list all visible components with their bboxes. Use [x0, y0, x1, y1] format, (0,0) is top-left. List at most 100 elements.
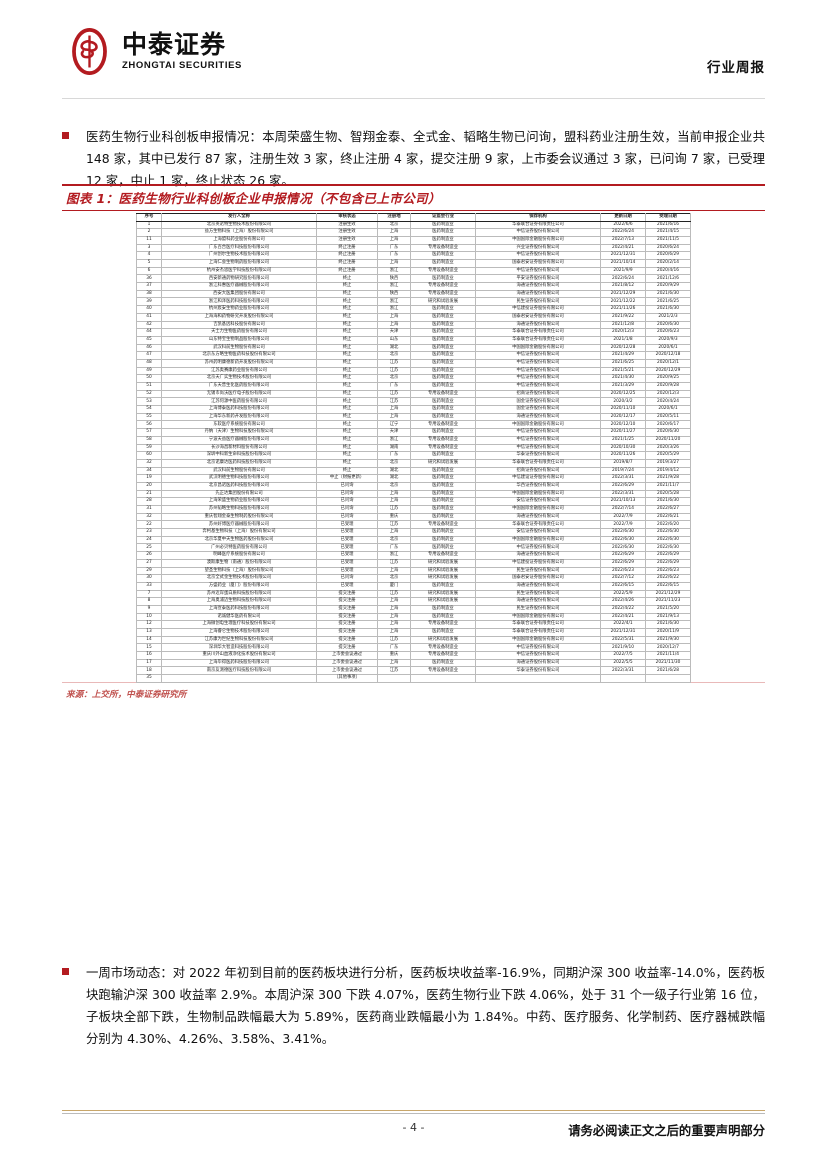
cell-updated: 2021/3/29	[600, 382, 646, 391]
cell-sponsor: 安信证券股份有限公司	[475, 528, 601, 537]
cell-updated: 2022/6/24	[600, 228, 646, 237]
cell-accepted: 2021/6/30	[645, 289, 691, 299]
cell-updated: 2020/12/25	[600, 389, 646, 399]
cell-location: 浙江	[377, 305, 411, 314]
company-logo: 中泰证券 ZHONGTAI SECURITIES	[66, 28, 242, 75]
cell-seq: 56	[136, 420, 162, 430]
cell-accepted: 2020/6/1	[645, 343, 691, 353]
cell-issuer: 吉凯基因科技股份有限公司	[161, 320, 317, 330]
cell-accepted: 2021/12/29	[645, 589, 691, 599]
cell-status: 提交注册	[316, 612, 378, 622]
table-header-row: 序号 发行人全称 审核状态 注册地 证监会行业 保荐机构 更新日期 受理日期	[136, 212, 691, 222]
table-row: 24 北京华夏中天生物医药股份有限公司 已受理 北京 医药制药业 中国国际金融股份有限公司…	[136, 535, 691, 545]
cell-accepted: 2020/12/29	[645, 366, 691, 376]
cell-industry: 专用设备制造业	[410, 389, 476, 399]
cell-updated: 2021/10/13	[600, 497, 646, 507]
table-row: 31 苏州韬略生物科技股份有限公司 已问询 江苏 医药制造业 中国国际金融股份有限公司 20…	[136, 505, 691, 514]
cell-status: 终止	[316, 458, 378, 468]
cell-updated: 2020/12/10	[600, 420, 646, 430]
cell-seq: 41	[136, 312, 162, 322]
cell-sponsor: 中信建投证券股份有限公司	[475, 305, 601, 314]
cell-issuer: 浙江和泽医药科技股份有限公司	[161, 297, 317, 307]
table-row: 55 上海华东新药开发股份有限公司 终止 上海 医药制造业 海通证券股份有限公司 2020/…	[136, 412, 691, 422]
cell-accepted: 2020/3/26	[645, 443, 691, 453]
cell-seq: 27	[136, 558, 162, 568]
cell-status: 终止注册	[316, 251, 378, 261]
cell-status: 注册生效	[316, 228, 378, 237]
cell-status: 已受理	[316, 558, 378, 568]
table-row: 35 （其他事项）	[136, 674, 691, 683]
cell-accepted: 2020/6/1	[645, 405, 691, 414]
cell-status: 中止（财报更新）	[316, 474, 378, 483]
cell-issuer: 无锡市尚沃医疗电子股份有限公司	[161, 389, 317, 399]
cell-accepted: 2020/6/24	[645, 243, 691, 253]
col-header-sponsor: 保荐机构	[475, 212, 601, 222]
logo-text-en: ZHONGTAI SECURITIES	[122, 60, 242, 72]
cell-status: 终止	[316, 289, 378, 299]
cell-issuer: 上海奥浦迈生物科技股份有限公司	[161, 597, 317, 606]
cell-sponsor: 中国国际金融股份有限公司	[475, 505, 601, 514]
cell-seq: 15	[136, 643, 162, 653]
cell-issuer: 丹纳（天津）生物科技股份有限公司	[161, 428, 317, 437]
cell-issuer: 北京东方略生物医药科技股份有限公司	[161, 351, 317, 360]
cell-industry: 医药制造业	[410, 358, 476, 368]
cell-accepted: 2019/3/27	[645, 458, 691, 468]
cell-status: 已受理	[316, 535, 378, 545]
cell-seq: 23	[136, 528, 162, 537]
cell-status: 已问询	[316, 481, 378, 491]
cell-accepted: 2022/6/21	[645, 512, 691, 522]
cell-issuer: 南京友测德医疗科技股份有限公司	[161, 666, 317, 676]
cell-issuer: 苏州近岸蛋白质科技股份有限公司	[161, 589, 317, 599]
cell-industry: 医药制造业	[410, 604, 476, 614]
cell-updated: 2021/9/22	[600, 312, 646, 322]
cell-updated: 2021/4/29	[600, 351, 646, 360]
cell-seq: 2	[136, 228, 162, 237]
table-row: 14 江苏康为世纪生物科技股份有限公司 提交注册 江苏 研究和试验发展 中国国际金融股份有…	[136, 635, 691, 645]
cell-issuer: 广东天普生化医药股份有限公司	[161, 382, 317, 391]
cell-status: 终止	[316, 397, 378, 407]
cell-location: 广东	[377, 451, 411, 460]
cell-industry: 医药制造业	[410, 451, 476, 460]
cell-industry: 医药制药业	[410, 535, 476, 545]
cell-updated: 2021/1/8	[600, 335, 646, 345]
cell-updated: 2022/4/22	[600, 604, 646, 614]
cell-updated: 2022/6/29	[600, 551, 646, 560]
cell-location: 广东	[377, 543, 411, 553]
cell-status: 上市委会议通过	[316, 658, 378, 668]
cell-updated: 2021/12/31	[600, 628, 646, 637]
table-row: 53 江苏何源中医药股份有限公司 终止 江苏 医药制造业 国金证券股份有限公司 2020/3…	[136, 397, 691, 407]
cell-industry: 医药制造业	[410, 374, 476, 384]
cell-location: 上海	[377, 612, 411, 622]
table-row: 49 江苏奥赛康药业股份有限公司 终止 江苏 医药制造业 中信证券股份有限公司 2021/5…	[136, 366, 691, 376]
cell-accepted: 2020/12/3	[645, 389, 691, 399]
cell-status: 提交注册	[316, 589, 378, 599]
cell-location: 江苏	[377, 558, 411, 568]
cell-sponsor: 华泰联合证券有限责任公司	[475, 620, 601, 630]
cell-issuer: 北京昌诺医药科技股份有限公司	[161, 481, 317, 491]
cell-sponsor: 中国国际金融股份有限公司	[475, 420, 601, 430]
cell-updated: 2022/6/29	[600, 481, 646, 491]
cell-updated: 2022/6/6	[600, 220, 646, 230]
cell-updated: 2021/1/25	[600, 435, 646, 445]
cell-industry: 专用设备制造业	[410, 289, 476, 299]
cell-industry: 医药制药业	[410, 512, 476, 522]
cell-industry: 研究和试验发展	[410, 458, 476, 468]
cell-seq: 11	[136, 235, 162, 245]
cell-industry: 医药制药业	[410, 497, 476, 507]
cell-updated: 2021/9/9	[600, 266, 646, 276]
cell-sponsor: 中信证券股份有限公司	[475, 366, 601, 376]
cell-industry: 医药制造业	[410, 481, 476, 491]
cell-accepted: 2020/11/9	[645, 628, 691, 637]
cell-sponsor: 平安证券股份有限公司	[475, 274, 601, 284]
cell-location: 江苏	[377, 358, 411, 368]
cell-updated: 2022/5/31	[600, 635, 646, 645]
cell-seq: 16	[136, 651, 162, 660]
cell-location: 上海	[377, 489, 411, 499]
cell-location: 上海	[377, 620, 411, 630]
col-header-status: 审核状态	[316, 212, 378, 222]
cell-issuer: 杭州安杰思医学科技股份有限公司	[161, 266, 317, 276]
table-row: 17 上海毕得医药科技股份有限公司 上市委会议通过 上海 医药制造业 海通证券股份有限公司…	[136, 658, 691, 668]
cell-seq: 4	[136, 251, 162, 261]
cell-sponsor: 中信证券股份有限公司	[475, 266, 601, 276]
cell-industry: 医药制药业	[410, 528, 476, 537]
